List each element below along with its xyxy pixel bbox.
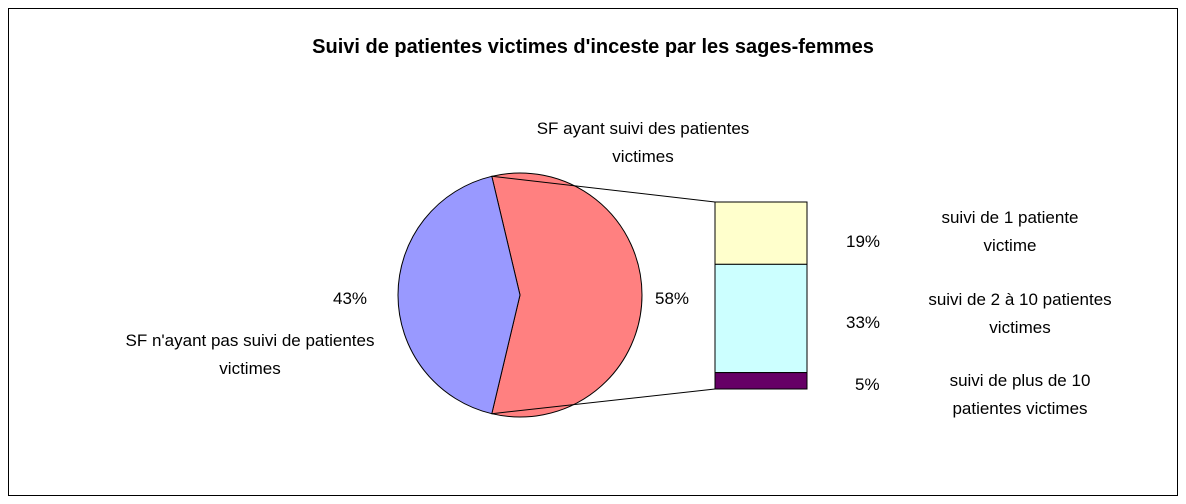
bar-label: suivi de 2 à 10 patientes victimes	[928, 290, 1112, 337]
bar-value-label: 33%	[846, 313, 881, 332]
bar-label: suivi de plus de 10 patientes victimes	[949, 371, 1091, 418]
bar-value-label: 19%	[846, 232, 881, 251]
bar-segment	[714, 201, 808, 265]
pie-label: SF ayant suivi des patientes victimes	[536, 119, 750, 166]
bar-segment	[714, 372, 808, 390]
pie-value-label: 58%	[655, 289, 690, 308]
bar-value-label: 5%	[855, 375, 880, 394]
connector	[491, 175, 716, 203]
pie-slice	[397, 175, 521, 415]
pie-label: SF n'ayant pas suivi de patientes victim…	[125, 331, 375, 378]
pie-value-label: 43%	[333, 289, 368, 308]
chart-title: Suivi de patientes victimes d'inceste pa…	[312, 36, 874, 58]
bar-segment	[714, 263, 808, 374]
connector	[491, 388, 716, 415]
bar-label: suivi de 1 patiente victime	[941, 208, 1079, 255]
pie-slice	[491, 172, 643, 418]
